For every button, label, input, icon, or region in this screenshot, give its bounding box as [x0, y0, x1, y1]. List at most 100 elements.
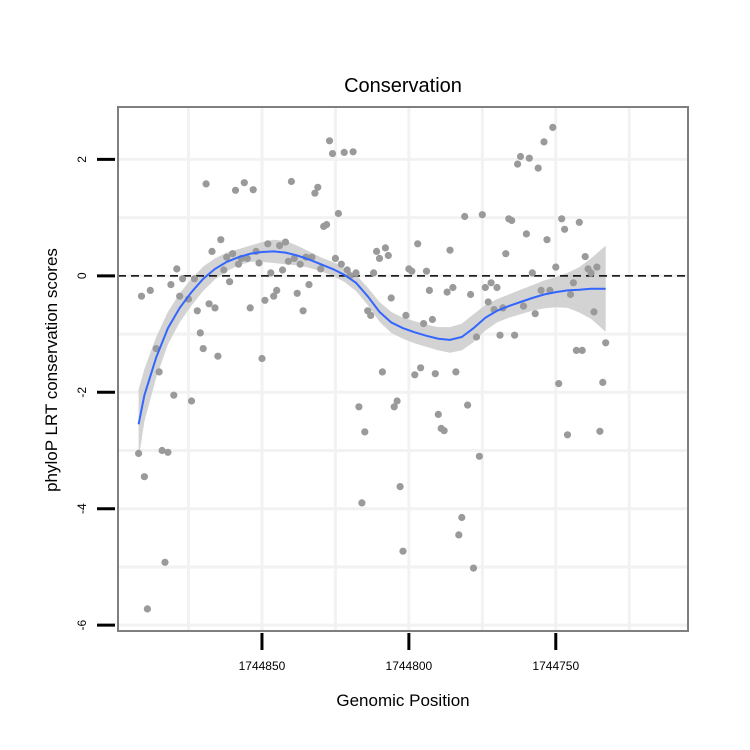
data-point — [581, 253, 589, 261]
data-point — [317, 265, 325, 273]
data-point — [349, 148, 357, 156]
data-point — [381, 244, 389, 252]
data-point — [458, 513, 466, 522]
data-point — [296, 260, 304, 268]
data-point — [334, 209, 342, 218]
data-point — [469, 564, 478, 572]
data-point — [305, 281, 313, 289]
data-point — [358, 499, 366, 507]
data-point — [455, 531, 463, 539]
data-point — [240, 179, 248, 187]
data-point — [467, 290, 475, 299]
data-point — [214, 352, 222, 360]
y-axis: 2 0 -2 -4 -6 — [75, 156, 115, 631]
data-point — [261, 296, 269, 304]
data-point — [561, 225, 569, 233]
data-point — [199, 345, 207, 353]
data-point — [528, 269, 536, 277]
y-tick-label: -6 — [75, 620, 89, 631]
y-tick-label: 0 — [75, 272, 89, 279]
data-point — [428, 315, 436, 324]
data-point — [226, 278, 234, 286]
data-point — [552, 263, 560, 271]
data-point — [475, 452, 483, 460]
y-tick-label: -2 — [75, 387, 89, 398]
x-tick-label: 1744750 — [532, 659, 579, 673]
data-point — [449, 283, 457, 292]
data-point — [572, 346, 581, 354]
data-point — [276, 242, 284, 250]
data-point — [452, 368, 460, 376]
data-point — [267, 269, 275, 277]
x-tick-label: 1744850 — [239, 659, 286, 673]
data-point — [290, 254, 298, 262]
scatter-points — [135, 123, 610, 613]
data-point — [549, 123, 557, 131]
data-point — [155, 368, 163, 376]
data-point — [393, 397, 401, 405]
data-point — [558, 215, 566, 223]
x-axis: 1744850 1744800 1744750 — [239, 633, 579, 673]
data-point — [472, 333, 481, 341]
data-point — [176, 292, 184, 300]
data-point — [375, 254, 384, 262]
data-point — [384, 251, 392, 260]
data-point — [522, 230, 531, 238]
data-point — [417, 364, 425, 372]
data-point — [325, 137, 334, 145]
data-point — [179, 275, 187, 283]
data-point — [170, 391, 178, 399]
plot-border — [117, 106, 689, 632]
x-axis-label: Genomic Position — [336, 691, 469, 710]
data-point — [602, 339, 610, 347]
data-point — [563, 431, 572, 439]
data-point — [234, 260, 243, 268]
data-point — [264, 240, 272, 248]
data-point — [164, 448, 172, 456]
data-point — [578, 346, 586, 354]
data-point — [510, 331, 519, 339]
data-point — [367, 311, 375, 319]
data-point — [464, 401, 472, 409]
data-point — [481, 283, 489, 292]
data-point — [484, 298, 492, 306]
data-point — [161, 558, 169, 566]
data-point — [487, 279, 495, 287]
data-point — [531, 310, 539, 318]
data-point — [593, 263, 601, 271]
data-point — [343, 266, 351, 274]
data-point — [411, 371, 419, 379]
data-point — [270, 292, 278, 300]
data-point — [422, 267, 431, 275]
grid-lines — [118, 107, 688, 631]
data-point — [255, 259, 263, 267]
data-point — [461, 212, 469, 221]
data-point — [220, 266, 228, 274]
data-point — [519, 302, 528, 310]
smooth-line — [137, 250, 606, 425]
data-point — [402, 311, 410, 319]
data-point — [193, 307, 201, 315]
data-point — [587, 269, 595, 277]
data-point — [231, 186, 240, 194]
data-point — [446, 246, 454, 254]
data-point — [431, 370, 439, 378]
data-point — [590, 308, 598, 316]
data-point — [414, 240, 422, 248]
data-point — [328, 150, 337, 158]
data-point — [205, 300, 213, 308]
data-point — [516, 152, 525, 161]
data-point — [355, 403, 363, 411]
data-point — [420, 320, 428, 328]
data-point — [314, 183, 322, 191]
data-point — [208, 247, 216, 255]
data-point — [158, 446, 166, 455]
data-point — [502, 250, 510, 258]
data-point — [540, 138, 548, 146]
data-point — [167, 281, 175, 289]
data-point — [434, 410, 442, 418]
data-point — [408, 267, 416, 275]
data-point — [599, 378, 607, 386]
data-point — [273, 286, 281, 294]
data-point — [352, 269, 360, 277]
